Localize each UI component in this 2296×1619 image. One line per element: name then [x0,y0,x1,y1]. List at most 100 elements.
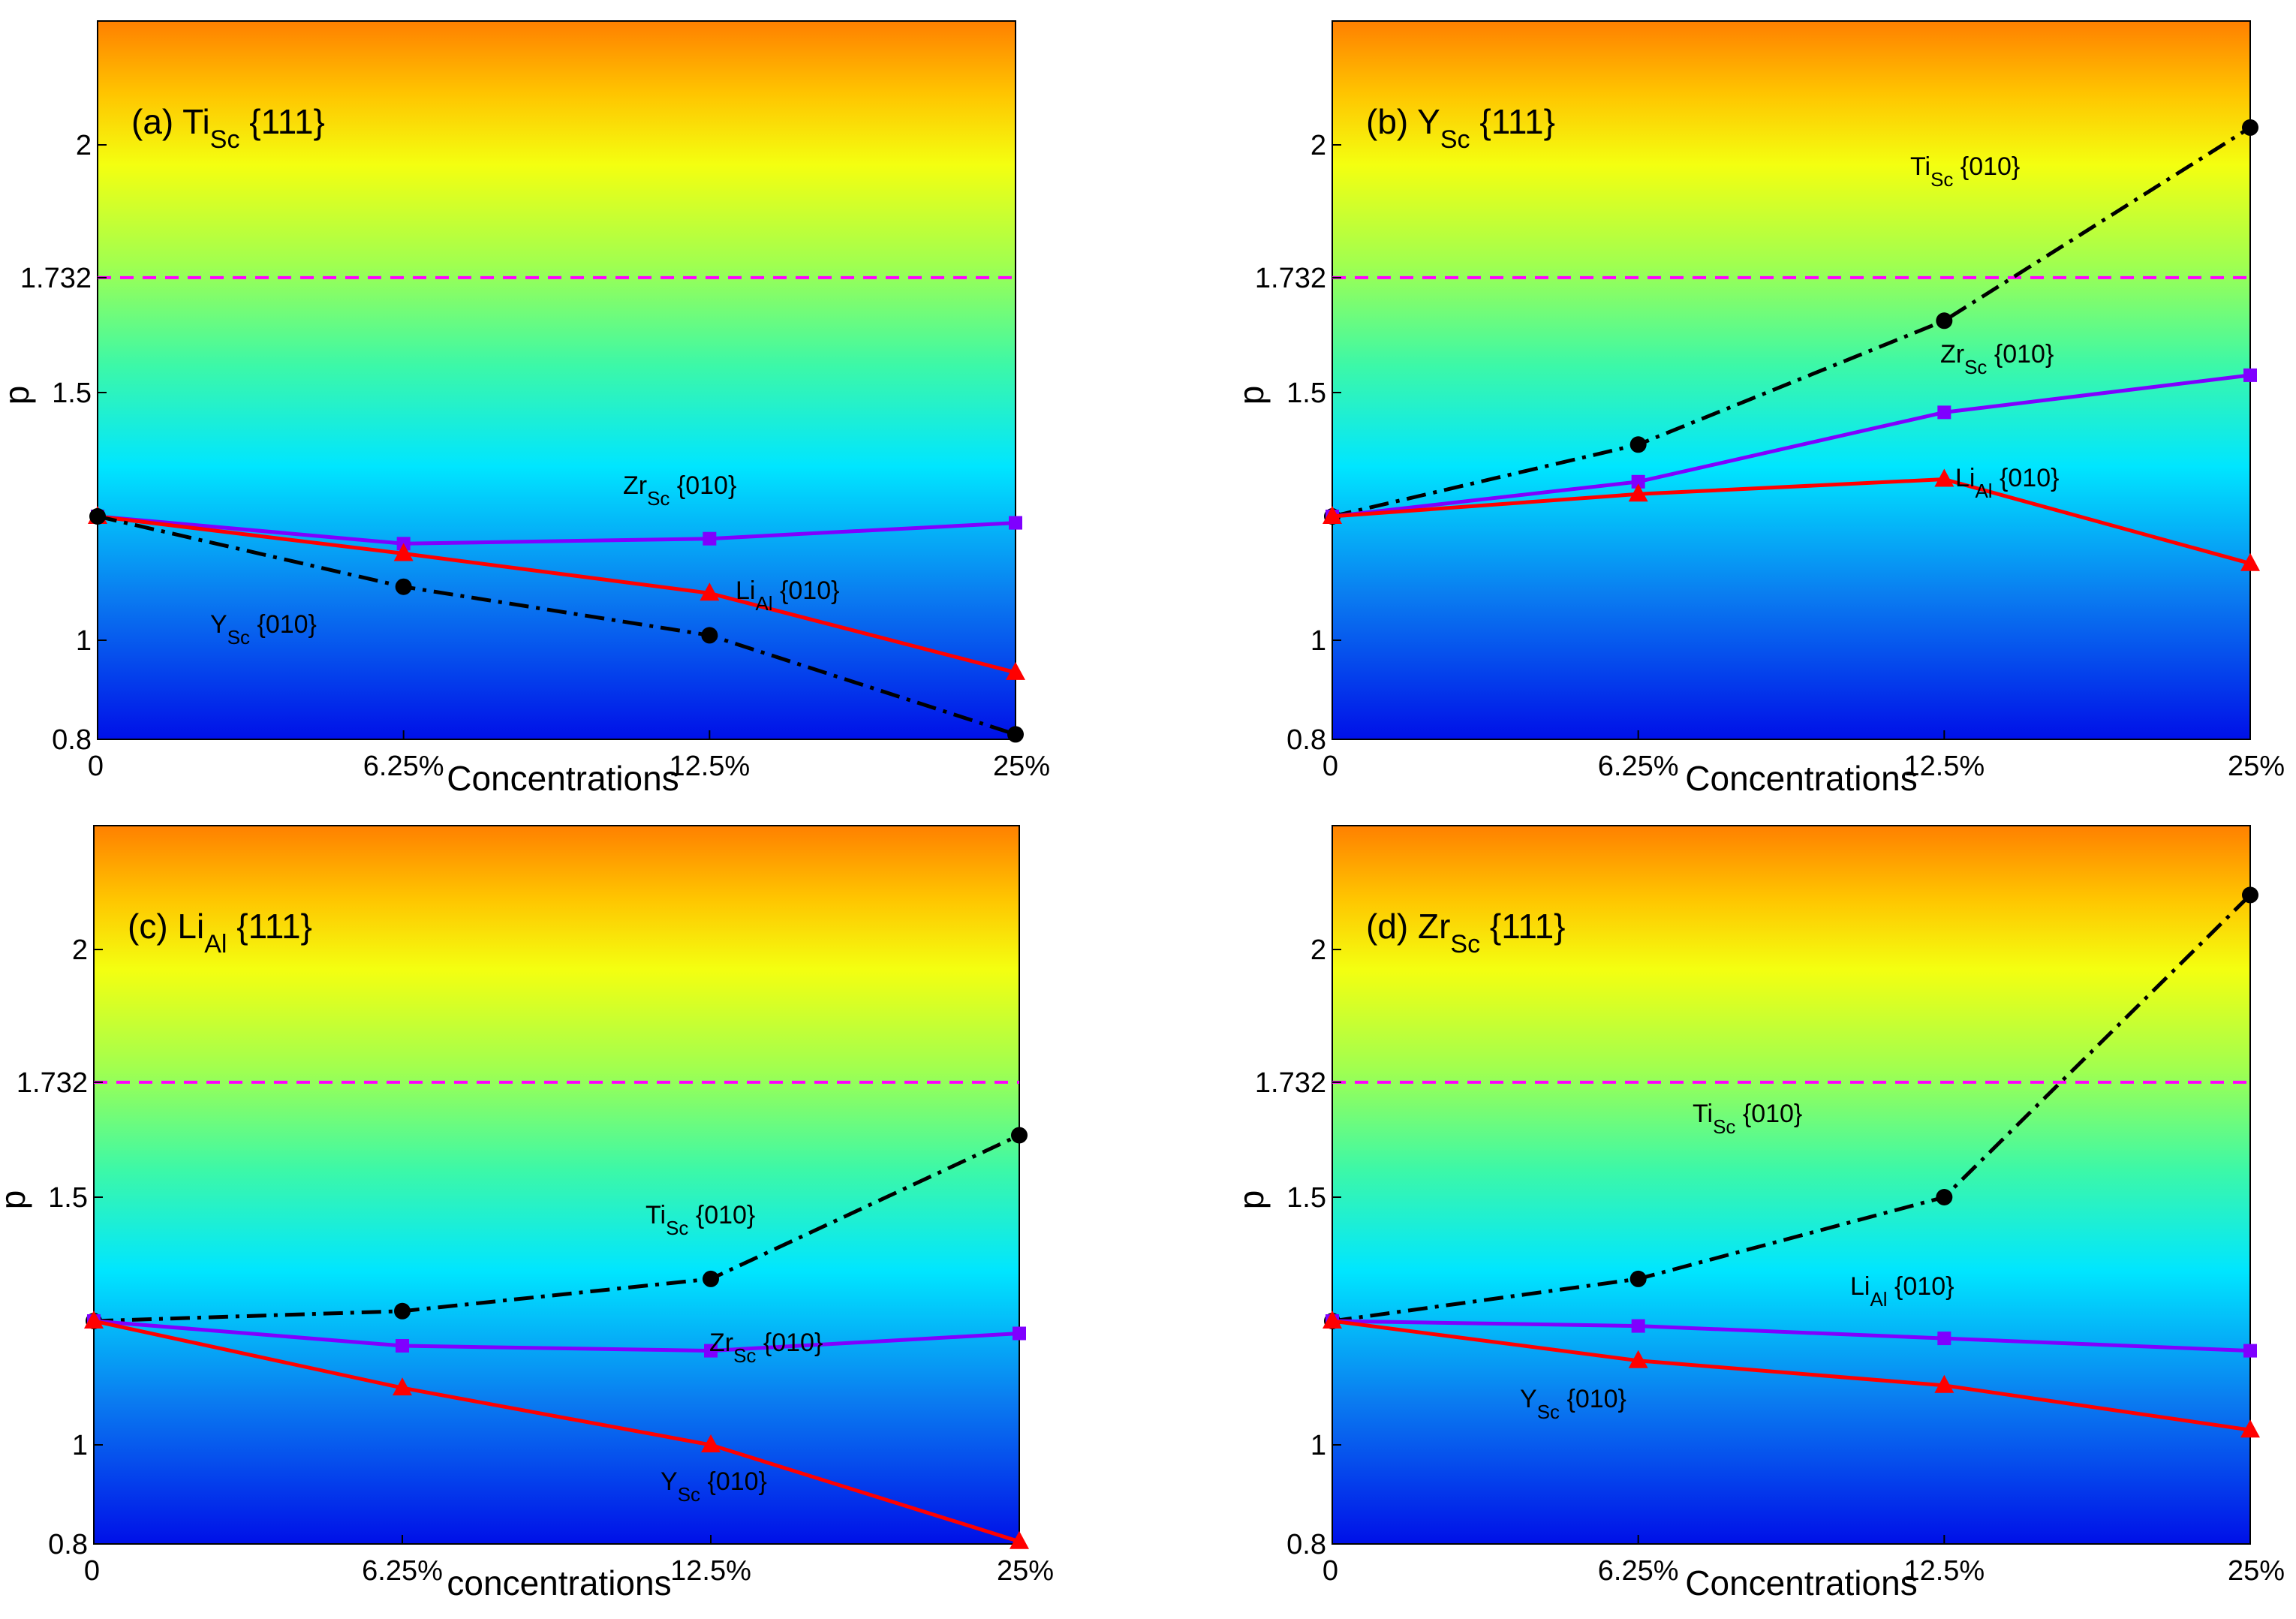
y-tick-label: 1.5 [48,1182,88,1214]
data-point [1631,1319,1645,1333]
series-line [93,1319,1020,1353]
series-line [97,514,1016,736]
plot-background [98,21,1016,739]
x-tick-label: 0 [84,1555,100,1587]
plot-frame [1332,825,2251,1545]
x-tick-label: 25% [997,1555,1054,1587]
y-tick-label: 1.732 [17,1067,88,1099]
data-point [700,582,720,601]
data-point [2240,552,2260,571]
series-label: ZrSc {010} [1940,340,2054,378]
series-ysc010: YSc {010} [84,1311,1029,1549]
series-label: LiAl {010} [736,576,839,615]
series-label: TiSc {010} [1693,1100,1802,1138]
data-point [1631,474,1645,489]
series-label: LiAl {010} [1850,1272,1954,1311]
series-zrsc010: ZrSc {010} [1326,340,2257,523]
series-line [93,1133,1021,1323]
data-point [1011,1127,1028,1144]
data-point [393,1377,412,1396]
data-point [2240,1419,2260,1438]
y-tick-label: 1.5 [52,378,92,409]
y-tick-label: 1.5 [1286,1182,1326,1214]
panel-title: (b) YSc {111} [1366,102,1555,154]
y-axis-label: p [0,386,36,405]
y-tick-label: 1.5 [1286,378,1326,409]
series-line [97,514,1016,675]
data-point [1323,506,1342,524]
series-line [93,1319,1020,1544]
data-point [1936,1189,1953,1205]
x-tick-label: 25% [993,751,1050,782]
series-label: YSc {010} [1520,1385,1626,1423]
data-point [701,1434,721,1452]
data-point [1628,1350,1648,1368]
data-point [1936,312,1953,330]
x-tick-label: 0 [1323,751,1338,782]
x-tick-label: 6.25% [1598,1555,1679,1587]
y-tick-label: 1.732 [1255,1067,1326,1099]
series-line [1332,373,2251,519]
series-ysc010: YSc {010} [1323,1311,2260,1438]
series-label: YSc {010} [661,1467,767,1506]
plot-background [94,826,1019,1544]
data-point [704,1344,718,1358]
plot-frame [93,825,1020,1545]
data-point [89,508,106,525]
panel-title: (c) LiAl {111} [128,907,312,958]
y-tick-label: 2 [72,934,88,966]
data-point [701,627,718,644]
series-line [1332,477,2251,566]
series-line [1332,893,2252,1323]
plot-frame [97,20,1016,740]
x-axis-label: Concentrations [447,759,679,798]
x-tick-label: 12.5% [669,751,750,782]
x-tick-label: 25% [2228,751,2285,782]
series-zrsc010: ZrSc {010} [87,1314,1026,1367]
data-point [1629,436,1647,453]
x-axis-label: Concentrations [1685,1563,1917,1602]
series-label: ZrSc {010} [623,471,736,510]
y-tick-label: 0.8 [1286,724,1326,756]
data-point [1006,661,1025,680]
y-tick-label: 1 [72,1430,88,1461]
x-tick-label: 0 [88,751,104,782]
data-point [2242,119,2258,136]
series-label: LiAl {010} [1955,464,2059,502]
y-tick-label: 0.8 [52,724,92,756]
y-tick-label: 1 [1310,625,1326,657]
x-tick-label: 12.5% [1903,1555,1985,1587]
panel-title: (d) ZrSc {111} [1366,907,1566,958]
data-point [1934,468,1954,487]
series-label: YSc {010} [210,610,317,649]
data-point [1323,1311,1342,1329]
y-tick-label: 1.732 [20,263,92,294]
data-point [395,578,412,595]
y-tick-label: 0.8 [48,1529,88,1560]
x-tick-label: 6.25% [363,751,444,782]
series-line [97,514,1016,546]
x-tick-label: 12.5% [1903,751,1985,782]
data-point [703,1270,719,1287]
y-axis-label: p [1232,1190,1271,1210]
data-point [1934,1374,1954,1393]
y-tick-label: 0.8 [1286,1529,1326,1560]
y-axis-label: p [0,1190,32,1210]
series-line [1332,1319,2251,1353]
chart-panel-4: 0.8 1 1.5 1.732 2 0 6.25% 12.5% 25% Concentration… [1232,825,2285,1602]
x-axis-label: concentrations [447,1563,671,1602]
plot-background [1332,21,2250,739]
data-point [1009,516,1022,530]
series-ysc010: YSc {010} [89,508,1024,743]
data-point [1013,1326,1026,1341]
series-line [1332,125,2252,519]
data-point [84,1311,104,1329]
x-tick-label: 25% [2228,1555,2285,1587]
data-point [703,531,717,546]
data-point [1937,405,1951,420]
data-point [2242,886,2258,904]
chart-panel-2: 0.8 1 1.5 1.732 2 0 6.25% 12.5% 25% Concentration… [1232,20,2285,798]
panel-title: (a) TiSc {111} [131,102,325,154]
data-point [2243,1344,2257,1358]
